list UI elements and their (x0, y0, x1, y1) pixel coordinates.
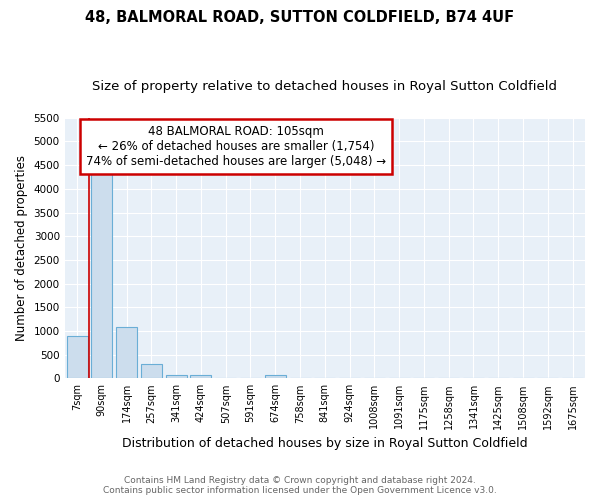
Title: Size of property relative to detached houses in Royal Sutton Coldfield: Size of property relative to detached ho… (92, 80, 557, 93)
Bar (141, 364, 162, 378)
Text: 48 BALMORAL ROAD: 105sqm
← 26% of detached houses are smaller (1,754)
74% of sem: 48 BALMORAL ROAD: 105sqm ← 26% of detach… (86, 125, 386, 168)
Bar (91, 160, 112, 378)
Bar (166, 374, 187, 378)
Text: Contains HM Land Registry data © Crown copyright and database right 2024.
Contai: Contains HM Land Registry data © Crown c… (103, 476, 497, 495)
Bar (265, 376, 286, 378)
Bar (116, 328, 137, 378)
Y-axis label: Number of detached properties: Number of detached properties (15, 155, 28, 341)
Bar (67, 336, 88, 378)
Bar (190, 374, 211, 378)
X-axis label: Distribution of detached houses by size in Royal Sutton Coldfield: Distribution of detached houses by size … (122, 437, 527, 450)
Text: 48, BALMORAL ROAD, SUTTON COLDFIELD, B74 4UF: 48, BALMORAL ROAD, SUTTON COLDFIELD, B74… (85, 10, 515, 25)
